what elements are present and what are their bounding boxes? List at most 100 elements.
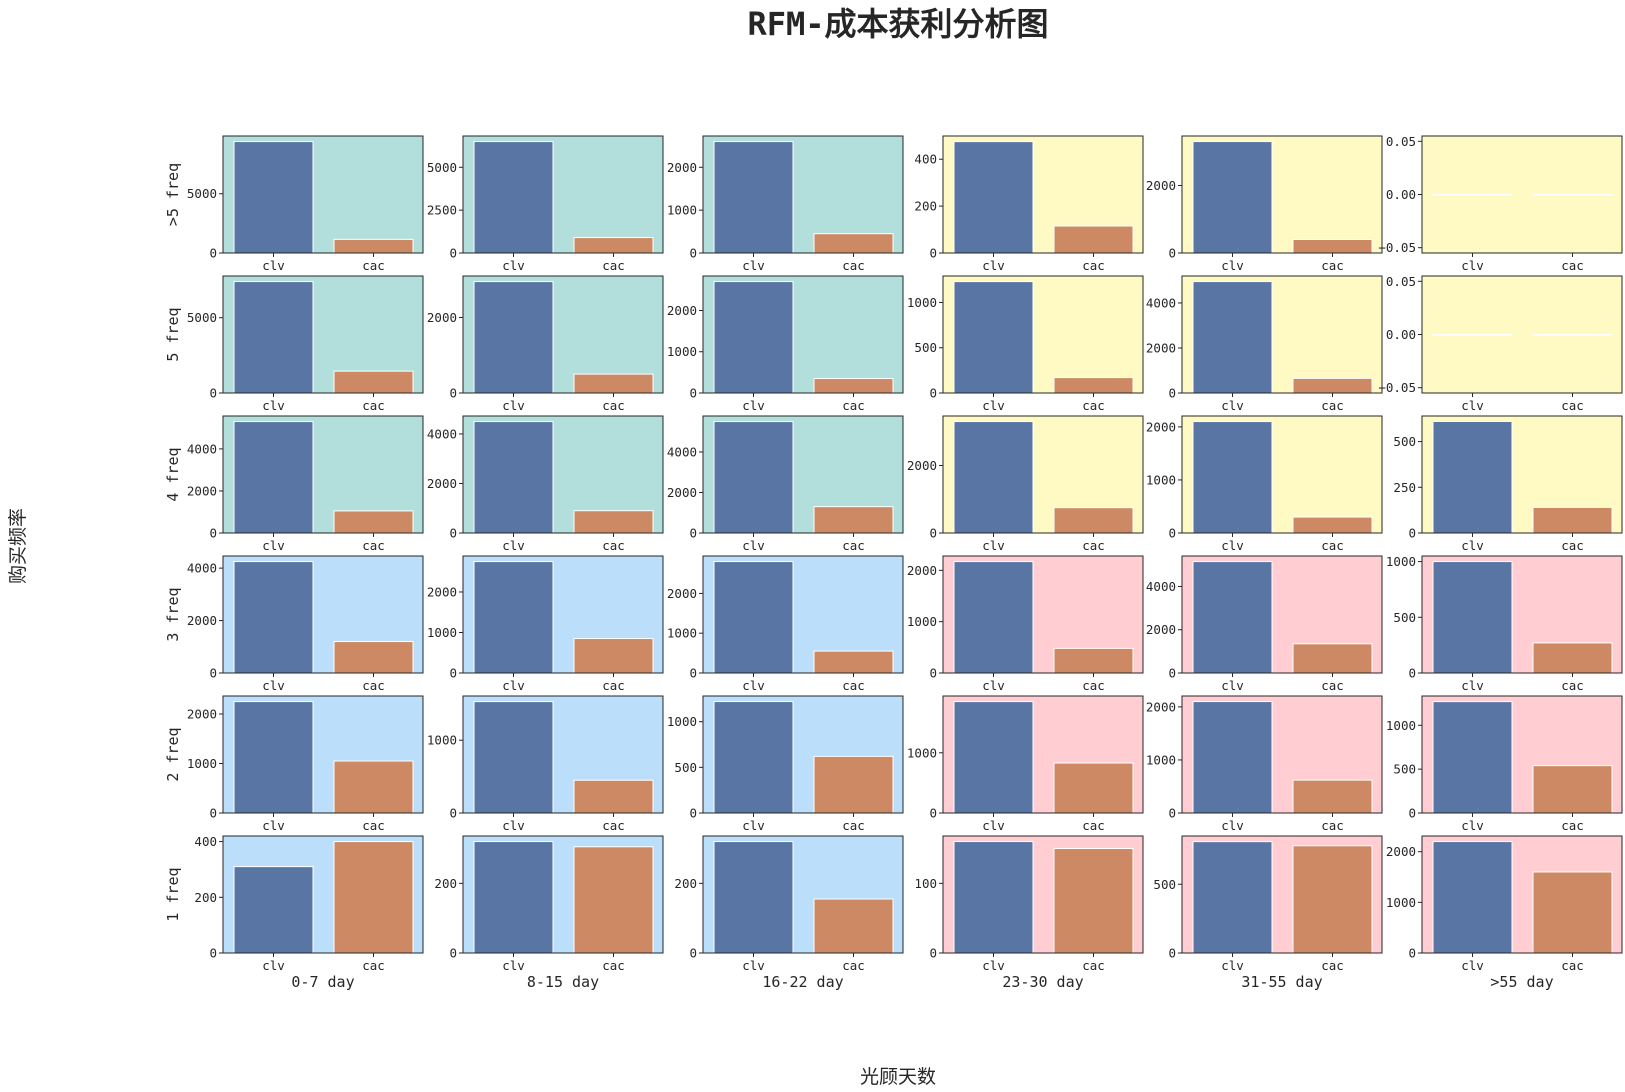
bar-clv xyxy=(473,561,554,674)
y-tick-label: 1000 xyxy=(667,344,697,359)
x-tick-label-cac: cac xyxy=(362,398,385,413)
bar-clv xyxy=(473,421,554,534)
y-tick-label: 0 xyxy=(1408,946,1416,961)
subplot-4-3: 0 1000 clv cac xyxy=(907,695,1144,833)
subplot-1-0: 0 5000 clv cac 5 freq xyxy=(164,275,424,413)
y-tick-label: −0.05 xyxy=(1378,240,1416,255)
x-tick-label-cac: cac xyxy=(1561,538,1584,553)
y-tick-label: 0 xyxy=(209,526,217,541)
subplot-frame xyxy=(942,695,1144,814)
x-tick-label-clv: clv xyxy=(1461,538,1484,553)
bar-clv xyxy=(233,281,314,394)
y-tick-label: 5000 xyxy=(427,160,457,175)
x-tick-label-cac: cac xyxy=(1082,678,1105,693)
y-tick-label: 400 xyxy=(194,834,217,849)
bar-cac xyxy=(1053,377,1134,394)
subplot-0-4: 0 2000 clv cac xyxy=(1146,135,1383,273)
column-label: 31-55 day xyxy=(1241,973,1322,991)
x-tick-label-cac: cac xyxy=(842,818,865,833)
y-tick-label: 0 xyxy=(209,946,217,961)
bar-cac xyxy=(573,779,654,814)
subplot-frame xyxy=(222,415,424,534)
subplot-frame xyxy=(222,695,424,814)
x-tick-label-clv: clv xyxy=(982,398,1005,413)
x-tick-label-clv: clv xyxy=(742,678,765,693)
bar-clv xyxy=(953,281,1034,394)
x-tick-label-clv: clv xyxy=(1461,818,1484,833)
x-tick-label-clv: clv xyxy=(982,678,1005,693)
bar-clv xyxy=(713,841,794,954)
y-tick-label: 1000 xyxy=(187,756,217,771)
subplot-frame xyxy=(222,835,424,954)
x-tick-label-cac: cac xyxy=(362,258,385,273)
subplot-5-5: 0 1000 2000 clv cac >55 day xyxy=(1386,835,1623,991)
x-tick-label-clv: clv xyxy=(1221,678,1244,693)
bar-cac xyxy=(1292,779,1373,814)
column-label: 16-22 day xyxy=(762,973,843,991)
y-tick-label: 1000 xyxy=(1146,752,1176,767)
y-tick-label: 4000 xyxy=(1146,579,1176,594)
x-tick-label-cac: cac xyxy=(1321,818,1344,833)
subplot-4-0: 0 1000 2000 clv cac 2 freq xyxy=(164,695,424,833)
subplot-2-2: 0 2000 4000 clv cac xyxy=(667,415,904,553)
y-tick-label: 1000 xyxy=(907,295,937,310)
y-tick-label: 2000 xyxy=(667,586,697,601)
subplot-frame xyxy=(462,695,664,814)
x-tick-label-clv: clv xyxy=(1221,258,1244,273)
y-tick-label: 2000 xyxy=(667,303,697,318)
subplot-3-0: 0 2000 4000 clv cac 3 freq xyxy=(164,555,424,693)
bar-clv xyxy=(1192,841,1273,954)
y-tick-label: 1000 xyxy=(667,203,697,218)
x-tick-label-clv: clv xyxy=(982,538,1005,553)
y-tick-label: 250 xyxy=(1393,480,1416,495)
y-tick-label: 0 xyxy=(1408,806,1416,821)
x-tick-label-clv: clv xyxy=(262,818,285,833)
bar-cac xyxy=(333,841,414,954)
subplot-3-2: 0 1000 2000 clv cac xyxy=(667,555,904,693)
y-tick-label: 0 xyxy=(449,806,457,821)
bar-clv xyxy=(713,281,794,394)
bar-clv xyxy=(1432,420,1513,534)
subplot-frame xyxy=(702,415,904,534)
y-tick-label: 0 xyxy=(209,806,217,821)
y-tick-label: 1000 xyxy=(1146,472,1176,487)
x-tick-label-clv: clv xyxy=(262,538,285,553)
y-tick-label: 2000 xyxy=(1146,340,1176,355)
bar-cac xyxy=(573,373,654,394)
y-tick-label: 0 xyxy=(929,526,937,541)
subplot-frame xyxy=(1181,275,1383,394)
y-tick-label: 0 xyxy=(929,666,937,681)
subplot-frame xyxy=(1181,835,1383,954)
y-tick-label: 1000 xyxy=(907,614,937,629)
subplot-frame xyxy=(702,555,904,674)
y-tick-label: 1000 xyxy=(1386,554,1416,569)
bar-cac xyxy=(813,233,894,254)
x-tick-label-clv: clv xyxy=(1461,678,1484,693)
bar-cac xyxy=(1532,334,1613,336)
subplot-4-2: 0 500 1000 clv cac xyxy=(667,695,904,833)
y-tick-label: 4000 xyxy=(187,561,217,576)
y-tick-label: 2000 xyxy=(427,310,457,325)
y-tick-label: 0 xyxy=(689,666,697,681)
y-tick-label: 500 xyxy=(914,340,937,355)
y-tick-label: 2000 xyxy=(187,706,217,721)
bar-clv xyxy=(1192,561,1273,674)
y-tick-label: 5000 xyxy=(187,186,217,201)
subplot-1-4: 0 2000 4000 clv cac xyxy=(1146,275,1383,413)
row-label: 3 freq xyxy=(164,587,182,641)
bar-cac xyxy=(1532,194,1613,196)
subplot-frame xyxy=(1421,695,1623,814)
x-tick-label-cac: cac xyxy=(842,538,865,553)
bar-cac xyxy=(1532,506,1613,534)
y-tick-label: 0 xyxy=(209,386,217,401)
bar-cac xyxy=(1292,516,1373,534)
bar-cac xyxy=(333,641,414,674)
subplot-frame xyxy=(222,135,424,254)
x-tick-label-clv: clv xyxy=(1221,398,1244,413)
x-tick-label-clv: clv xyxy=(502,958,525,973)
x-tick-label-cac: cac xyxy=(602,958,625,973)
